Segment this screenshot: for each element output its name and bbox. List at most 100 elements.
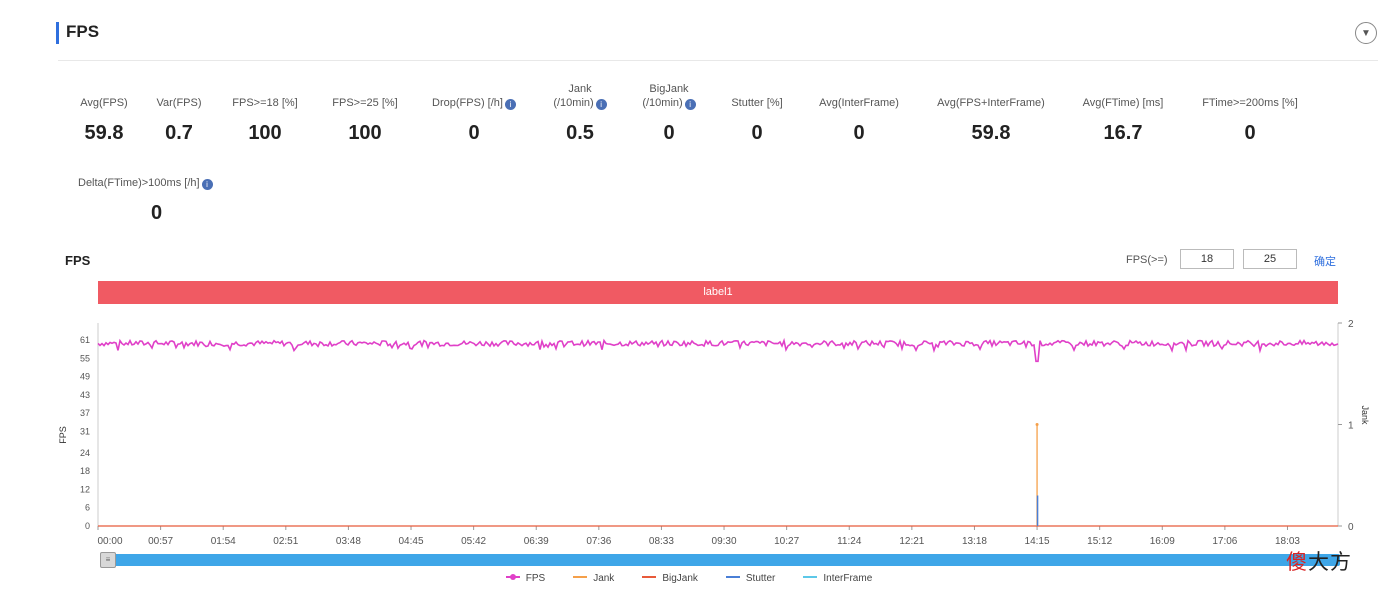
- legend-item-jank[interactable]: Jank: [573, 573, 614, 584]
- chevron-down-icon[interactable]: ▼: [1355, 22, 1377, 44]
- legend-swatch: [573, 576, 588, 578]
- metric-value: 0: [468, 122, 480, 144]
- legend-swatch: [505, 574, 520, 580]
- metric-label: Avg(FPS): [80, 97, 128, 109]
- threshold-input-1[interactable]: [1180, 249, 1234, 269]
- metric-label: Delta(FTime)>100ms [/h] i: [78, 176, 213, 190]
- metric-value: 0: [151, 202, 163, 224]
- x-tick-label: 10:27: [774, 536, 799, 547]
- metric-label-2: (/10min) i: [490, 96, 670, 110]
- x-tick-label: 01:54: [211, 536, 236, 547]
- x-tick-label: 04:45: [399, 536, 424, 547]
- x-tick-label: 00:57: [148, 536, 173, 547]
- metric-label: Var(FPS): [156, 97, 202, 109]
- x-tick-label: 08:33: [649, 536, 674, 547]
- threshold-input-2[interactable]: [1243, 249, 1297, 269]
- section-header: FPS ▼: [0, 0, 1378, 62]
- x-tick-label: 12:21: [899, 536, 924, 547]
- metric-value: 0: [853, 122, 865, 144]
- y-tick-label: 6: [85, 503, 90, 513]
- legend-item-bigjank[interactable]: BigJank: [642, 573, 698, 584]
- metric-label: Avg(InterFrame): [819, 97, 899, 109]
- watermark: 傻大方: [1286, 546, 1352, 576]
- legend-item-fps[interactable]: FPS: [505, 573, 546, 584]
- metric-10: Avg(FTime) [ms] 16.7: [1033, 96, 1213, 145]
- metric-2: FPS>=18 [%] 100: [175, 96, 355, 145]
- metric-7: Stutter [%] 0: [667, 96, 847, 145]
- y-tick-label: 55: [80, 353, 90, 363]
- metric-6: BigJank (/10min) i 0: [579, 82, 759, 145]
- x-tick-label: 07:36: [586, 536, 611, 547]
- y-axis-title: FPS: [58, 426, 68, 444]
- metric-11: FTime>=200ms [%] 0: [1160, 96, 1340, 145]
- metric-0: Avg(FPS) 59.8: [14, 96, 194, 145]
- legend-label: BigJank: [662, 573, 698, 584]
- metric-1: Var(FPS) 0.7: [89, 96, 269, 145]
- metric-5: Jank (/10min) i 0.5: [490, 82, 670, 145]
- metric-label: FTime>=200ms [%]: [1202, 97, 1298, 109]
- metric-label: Avg(FPS+InterFrame): [937, 97, 1045, 109]
- x-tick-label: 00:00: [97, 536, 122, 547]
- metric-label: BigJank: [649, 83, 689, 95]
- chart-legend: FPS Jank BigJank Stutter InterFrame: [0, 573, 1378, 584]
- time-range-slider[interactable]: [100, 554, 1340, 566]
- legend-swatch: [725, 576, 740, 578]
- y-tick-label: 31: [80, 426, 90, 436]
- y-tick-label: 37: [80, 408, 90, 418]
- metric-value: 0.7: [165, 122, 193, 144]
- metric-label: FPS>=18 [%]: [232, 97, 298, 109]
- info-icon[interactable]: i: [684, 99, 696, 110]
- y-tick-label: 61: [80, 335, 90, 345]
- confirm-button[interactable]: 确定: [1314, 256, 1336, 268]
- metric-value: 0: [1244, 122, 1256, 144]
- x-tick-label: 14:15: [1025, 536, 1050, 547]
- x-tick-label: 06:39: [524, 536, 549, 547]
- x-tick-label: 13:18: [962, 536, 987, 547]
- metric-value: 0.5: [566, 122, 594, 144]
- slider-handle[interactable]: ≡: [100, 552, 116, 568]
- info-icon[interactable]: i: [504, 99, 516, 110]
- metric-8: Avg(InterFrame) 0: [769, 96, 949, 145]
- info-icon[interactable]: i: [201, 179, 213, 190]
- legend-item-interframe[interactable]: InterFrame: [803, 573, 872, 584]
- header-accent-bar: [56, 22, 59, 44]
- metric-4: Drop(FPS) [/h] i 0: [384, 96, 564, 145]
- legend-label: Jank: [593, 573, 615, 584]
- series-fps-line: [97, 337, 1339, 363]
- legend-label: FPS: [525, 573, 546, 584]
- metric-9: Avg(FPS+InterFrame) 59.8: [901, 96, 1081, 145]
- metric-label: Drop(FPS) [/h] i: [384, 96, 564, 110]
- legend-swatch: [642, 576, 657, 578]
- metric-value: 59.8: [971, 122, 1011, 144]
- section-title: FPS: [66, 22, 100, 41]
- threshold-label: FPS(>=): [1126, 254, 1168, 266]
- metric-value: 100: [348, 122, 382, 144]
- metric-label: Jank: [568, 83, 592, 95]
- y-tick-label: 12: [80, 484, 90, 494]
- y-tick-label: 43: [80, 390, 90, 400]
- metric-value: 16.7: [1103, 122, 1143, 144]
- y-tick-label: 18: [80, 466, 90, 476]
- y2-tick-label: 2: [1348, 319, 1354, 330]
- y2-tick-label: 0: [1348, 522, 1354, 533]
- metric-12: Delta(FTime)>100ms [/h] i 0: [78, 176, 213, 225]
- metric-label: FPS>=25 [%]: [332, 97, 398, 109]
- series-jank-point: [1035, 423, 1039, 426]
- metric-value: 100: [248, 122, 282, 144]
- watermark-char: 傻: [1286, 551, 1308, 574]
- legend-item-stutter[interactable]: Stutter: [725, 573, 776, 584]
- x-tick-label: 09:30: [712, 536, 737, 547]
- legend-label: Stutter: [745, 573, 776, 584]
- x-tick-label: 17:06: [1212, 536, 1237, 547]
- y-tick-label: 49: [80, 372, 90, 382]
- metric-value: 59.8: [84, 122, 124, 144]
- metric-3: FPS>=25 [%] 100: [275, 96, 455, 145]
- label-band[interactable]: label1: [98, 281, 1338, 304]
- y2-axis-title: Jank: [1360, 405, 1370, 425]
- info-icon[interactable]: i: [595, 99, 607, 110]
- watermark-text: 大方: [1308, 551, 1352, 574]
- chart-title: FPS: [65, 253, 91, 268]
- legend-label: InterFrame: [823, 573, 873, 584]
- y-tick-label: 24: [80, 448, 90, 458]
